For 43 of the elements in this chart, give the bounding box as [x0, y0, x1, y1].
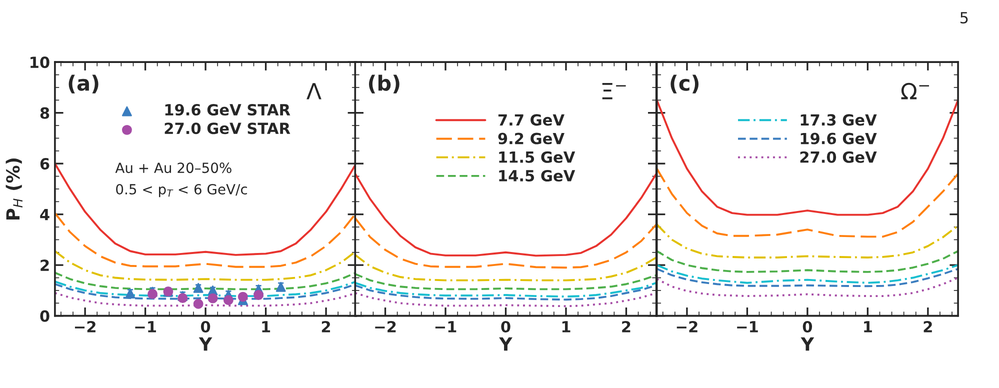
legend-label: 19.6 GeV STAR: [165, 104, 290, 116]
legend-label: 11.5 GeV: [499, 151, 576, 163]
legend-label: 17.3 GeV: [800, 114, 877, 126]
legend-label: 27.0 GeV: [800, 151, 877, 163]
annotation: Ω$^{−}$: [901, 82, 930, 100]
y-tick-label: 6: [40, 158, 50, 170]
x-tick-label: −1: [737, 321, 758, 332]
x-tick-label: 1: [864, 321, 872, 332]
y-axis-title: P$_{H}$ (%): [6, 158, 22, 220]
y-tick-label: 8: [40, 107, 50, 119]
annotation: (c): [670, 74, 698, 94]
x-tick-label: 0: [200, 320, 210, 333]
legend-label: 14.5 GeV: [499, 170, 576, 182]
legend-label: 19.6 GeV: [800, 132, 877, 144]
x-axis-title: Y: [499, 337, 512, 351]
annotation: (b): [368, 74, 400, 94]
x-tick-label: 2: [622, 320, 630, 332]
x-tick-label: 1: [262, 321, 270, 332]
text: 5: [960, 12, 968, 24]
legend-label: 27.0 GeV STAR: [164, 122, 290, 134]
x-tick-label: −2: [375, 320, 396, 332]
annotation: Ξ$^{−}$: [602, 83, 626, 100]
x-tick-label: 0: [802, 320, 812, 333]
x-tick-label: −2: [676, 320, 698, 332]
legend-label: 7.7 GeV: [498, 114, 564, 126]
x-tick-label: −2: [74, 320, 96, 332]
annotation: (a): [68, 74, 98, 94]
x-tick-label: 2: [924, 320, 932, 332]
x-tick-label: 2: [322, 320, 330, 332]
annotation: 0.5 < p$_{T}$ < 6 GeV/c: [116, 184, 247, 198]
y-tick-label: 10: [30, 56, 50, 68]
y-tick-label: 4: [40, 208, 50, 220]
x-tick-label: 1: [562, 321, 570, 332]
x-tick-label: −1: [135, 321, 156, 332]
x-tick-label: 0: [501, 320, 510, 333]
legend-label: 9.2 GeV: [498, 132, 564, 144]
y-tick-label: 0: [40, 310, 50, 322]
annotation: Au + Au 20–50%: [115, 162, 232, 174]
x-tick-label: −1: [435, 321, 456, 332]
annotation: Λ: [306, 83, 322, 100]
y-tick-label: 2: [40, 260, 49, 271]
x-axis-title: Y: [800, 337, 814, 351]
x-axis-title: Y: [198, 337, 212, 351]
